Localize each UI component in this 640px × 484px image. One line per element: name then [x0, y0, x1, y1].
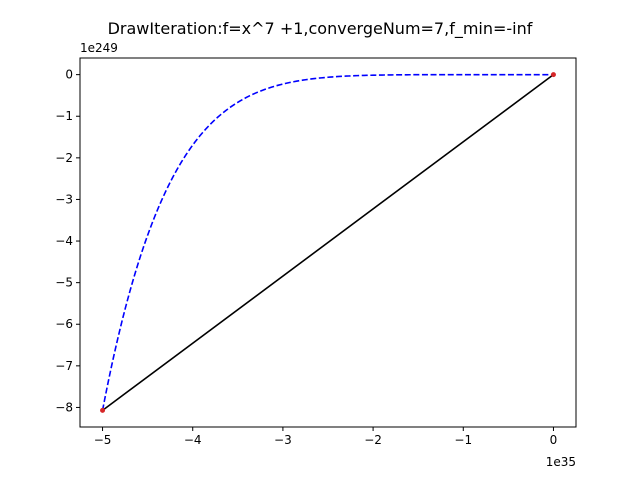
- y-tick-label: −7: [55, 359, 73, 373]
- y-tick-label: −6: [55, 317, 73, 331]
- iteration-marker-0: [100, 407, 106, 413]
- y-tick-label: −3: [55, 192, 73, 206]
- x-tick-label: −2: [364, 433, 382, 447]
- x-tick-label: −4: [184, 433, 202, 447]
- iteration-path-line: [102, 73, 554, 412]
- series-layer: [100, 72, 556, 413]
- y-tick-label: 0: [65, 68, 73, 82]
- y-axis-offset-label: 1e249: [80, 41, 118, 55]
- plot-frame: [79, 57, 577, 428]
- x-axis: −5 −4 −3 −2 −1 0: [94, 427, 558, 447]
- x-tick-label: 0: [550, 433, 558, 447]
- x-tick-label: −5: [94, 433, 112, 447]
- chart-title: DrawIteration:f=x^7 +1,convergeNum=7,f_m…: [108, 19, 533, 39]
- y-tick-label: −4: [55, 234, 73, 248]
- y-tick-label: −1: [55, 109, 73, 123]
- iteration-marker-1: [550, 72, 556, 78]
- function-curve-line: [101, 73, 554, 411]
- y-axis: 0 −1 −2 −3 −4 −5 −6 −7 −8: [55, 68, 80, 414]
- x-tick-label: −1: [454, 433, 472, 447]
- y-tick-label: −8: [55, 400, 73, 414]
- y-tick-label: −2: [55, 151, 73, 165]
- x-axis-offset-label: 1e35: [546, 455, 576, 469]
- y-tick-label: −5: [55, 276, 73, 290]
- x-tick-label: −3: [274, 433, 292, 447]
